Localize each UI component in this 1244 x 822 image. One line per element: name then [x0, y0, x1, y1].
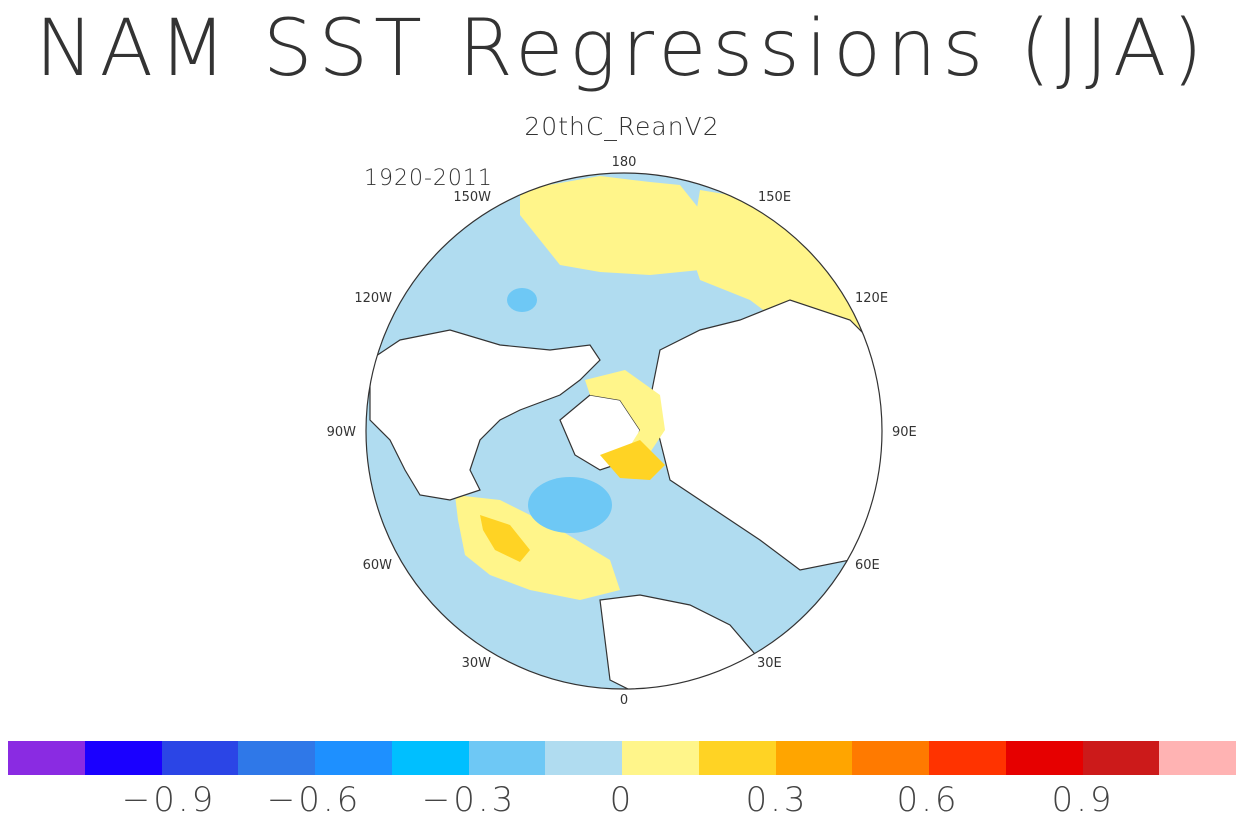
- colorbar-swatch-4: [315, 741, 392, 775]
- colorbar-swatch-0: [8, 741, 85, 775]
- colorbar-swatch-9: [698, 741, 776, 775]
- lon-label-120w: 120W: [354, 291, 392, 306]
- colorbar-tick-label: −0.6: [266, 780, 362, 820]
- colorbar-swatch-8: [622, 741, 699, 775]
- lon-label-30w: 30W: [462, 656, 492, 671]
- lon-label-120e: 120E: [855, 291, 888, 306]
- lon-label-60w: 60W: [363, 558, 393, 573]
- colorbar-swatch-12: [929, 741, 1006, 775]
- map-boundary: [365, 172, 883, 690]
- colorbar-tick-label: −0.3: [421, 780, 517, 820]
- lon-label-150w: 150W: [453, 190, 491, 205]
- colorbar: [8, 741, 1236, 775]
- lon-label-90e: 90E: [892, 425, 917, 440]
- colorbar-swatch-13: [1005, 741, 1083, 775]
- lon-label-60e: 60E: [855, 558, 880, 573]
- colorbar-swatch-11: [852, 741, 929, 775]
- anomaly-pacific-blue: [507, 288, 537, 312]
- colorbar-swatch-2: [161, 741, 239, 775]
- map-subtitle: 20thC_ReanV2: [524, 112, 720, 141]
- anomaly-atlantic-strong: [480, 515, 530, 562]
- polar-map: 180 150E 120E 90E 60E 30E 0 30W 60W 90W …: [327, 155, 917, 708]
- colorbar-swatch-5: [391, 741, 469, 775]
- lon-label-90w: 90W: [327, 425, 357, 440]
- lon-label-180: 180: [612, 155, 637, 170]
- anomaly-west-pacific: [690, 190, 880, 340]
- colorbar-swatch-1: [84, 741, 162, 775]
- colorbar-swatch-6: [468, 741, 546, 775]
- colorbar-tick-label: 0: [609, 780, 635, 820]
- colorbar-swatch-14: [1082, 741, 1160, 775]
- colorbar-tick-label: −0.9: [121, 780, 217, 820]
- colorbar-tick-label: 0.3: [745, 780, 809, 820]
- colorbar-tick-label: 0.6: [896, 780, 960, 820]
- anomaly-pacific: [520, 176, 730, 275]
- colorbar-tick-label: 0.9: [1051, 780, 1115, 820]
- land-north-america: [369, 329, 601, 501]
- colorbar-swatch-10: [775, 741, 853, 775]
- period-label: 1920-2011: [364, 166, 493, 191]
- map-disk: [366, 173, 882, 689]
- colorbar-swatch-3: [238, 741, 315, 775]
- lon-label-150e: 150E: [758, 190, 791, 205]
- colorbar-labels: −0.9 −0.6 −0.3 0 0.3 0.6 0.9: [0, 780, 1244, 820]
- lon-label-0: 0: [620, 693, 628, 708]
- colorbar-swatch-15: [1159, 741, 1236, 775]
- map-title: NAM SST Regressions (JJA): [35, 4, 1209, 94]
- anomaly-labrador: [528, 477, 612, 533]
- colorbar-swatch-7: [545, 741, 622, 775]
- anomaly-barents: [600, 440, 665, 480]
- lon-label-30e: 30E: [757, 656, 782, 671]
